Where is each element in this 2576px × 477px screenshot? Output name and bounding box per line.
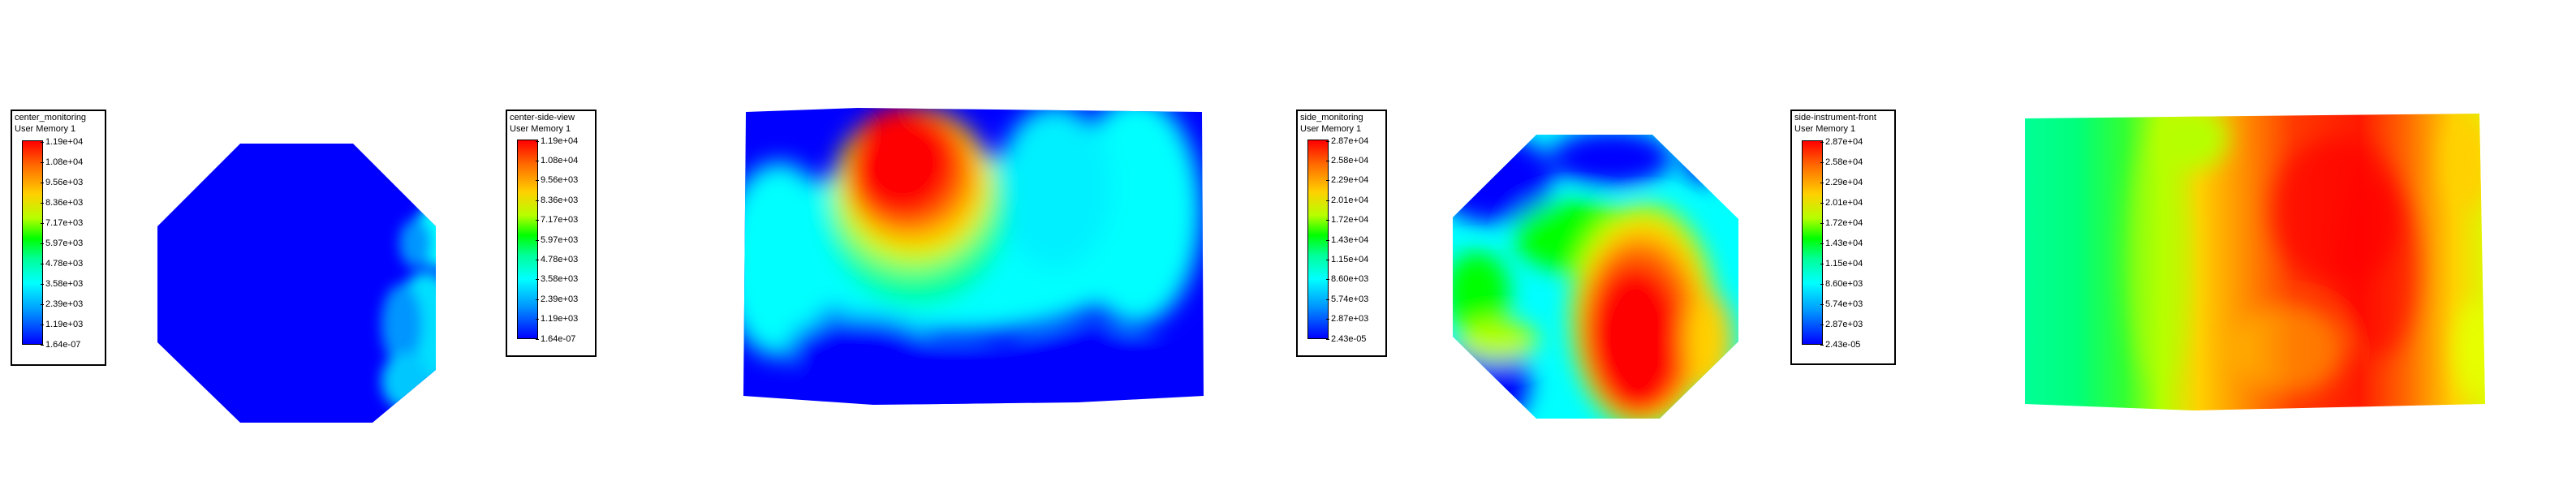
tick-label: 1.64e-07 <box>40 340 81 350</box>
tick-label: 5.97e+03 <box>40 238 84 248</box>
legend-title: side-instrument-front <box>1794 113 1876 122</box>
tick-label: 5.74e+03 <box>1325 294 1369 304</box>
tick-label: 2.87e+03 <box>1820 320 1863 329</box>
tick-label: 2.87e+03 <box>1325 314 1369 324</box>
legend-subtitle: User Memory 1 <box>1794 124 1856 134</box>
center-side-view-contour <box>743 108 1204 405</box>
tick-label: 7.17e+03 <box>40 218 84 228</box>
tick-label: 2.58e+04 <box>1325 156 1369 165</box>
tick-label: 1.19e+04 <box>535 136 579 146</box>
legend-subtitle: User Memory 1 <box>1300 124 1362 134</box>
colorbar <box>22 140 43 345</box>
tick-label: 3.58e+03 <box>40 279 84 289</box>
tick-label: 2.29e+04 <box>1820 178 1863 187</box>
tick-label: 1.43e+04 <box>1820 238 1863 248</box>
tick-label: 4.78e+03 <box>40 259 84 269</box>
legend-center-monitoring: center_monitoring User Memory 1 1.19e+04… <box>11 110 106 366</box>
side-instrument-front-contour <box>2025 114 2485 410</box>
tick-label: 1.08e+04 <box>535 156 579 165</box>
colorbar <box>1307 140 1329 339</box>
legend-side-monitoring: side_monitoring User Memory 1 2.87e+04 2… <box>1296 110 1387 357</box>
tick-label: 1.08e+04 <box>40 157 84 167</box>
legend-side-instrument-front: side-instrument-front User Memory 1 2.87… <box>1790 110 1896 365</box>
colorbar <box>517 140 538 339</box>
tick-label: 1.43e+04 <box>1325 235 1369 245</box>
tick-label: 1.19e+03 <box>535 314 579 324</box>
tick-label: 2.39e+03 <box>40 299 84 309</box>
center-monitoring-contour <box>157 144 436 423</box>
side-monitoring-contour <box>1453 135 1738 419</box>
tick-label: 8.60e+03 <box>1325 274 1369 284</box>
legend-title: center-side-view <box>510 113 575 122</box>
tick-label: 2.87e+04 <box>1820 137 1863 147</box>
tick-label: 3.58e+03 <box>535 274 579 284</box>
tick-label: 1.72e+04 <box>1325 215 1369 225</box>
tick-label: 1.19e+04 <box>40 137 84 147</box>
tick-label: 1.15e+04 <box>1820 259 1863 269</box>
tick-label: 8.60e+03 <box>1820 279 1863 289</box>
tick-label: 4.78e+03 <box>535 255 579 264</box>
legend-center-side-view: center-side-view User Memory 1 1.19e+04 … <box>506 110 597 357</box>
tick-label: 1.15e+04 <box>1325 255 1369 264</box>
tick-label: 1.64e-07 <box>535 334 576 344</box>
legend-subtitle: User Memory 1 <box>15 124 76 134</box>
legend-title: center_monitoring <box>15 113 87 122</box>
legend-title: side_monitoring <box>1300 113 1363 122</box>
tick-label: 2.43e-05 <box>1820 340 1861 350</box>
legend-subtitle: User Memory 1 <box>510 124 571 134</box>
tick-label: 1.19e+03 <box>40 320 84 329</box>
tick-label: 5.74e+03 <box>1820 299 1863 309</box>
tick-label: 8.36e+03 <box>40 198 84 208</box>
colorbar <box>1802 140 1823 345</box>
tick-label: 2.58e+04 <box>1820 157 1863 167</box>
tick-label: 2.39e+03 <box>535 294 579 304</box>
tick-label: 9.56e+03 <box>535 175 579 185</box>
tick-label: 1.72e+04 <box>1820 218 1863 228</box>
tick-label: 2.01e+04 <box>1820 198 1863 208</box>
tick-label: 2.01e+04 <box>1325 196 1369 205</box>
tick-label: 7.17e+03 <box>535 215 579 225</box>
tick-label: 8.36e+03 <box>535 196 579 205</box>
tick-label: 2.29e+04 <box>1325 175 1369 185</box>
tick-label: 9.56e+03 <box>40 178 84 187</box>
tick-label: 2.43e-05 <box>1325 334 1367 344</box>
tick-label: 5.97e+03 <box>535 235 579 245</box>
tick-label: 2.87e+04 <box>1325 136 1369 146</box>
